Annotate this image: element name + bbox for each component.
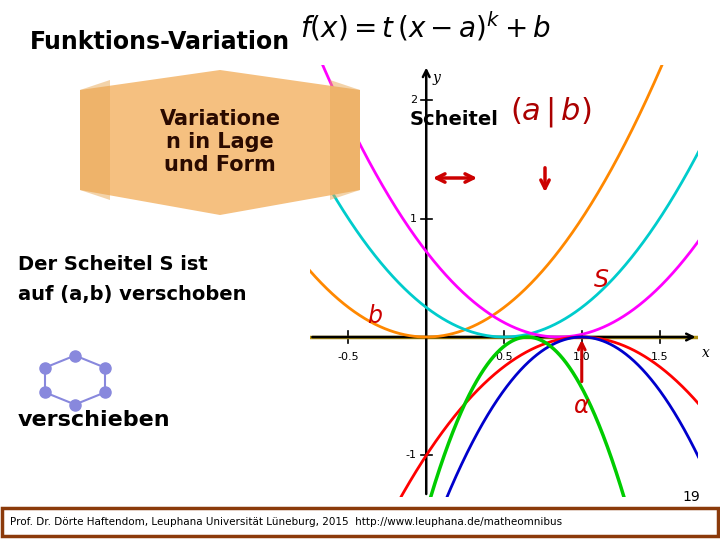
- Text: Der Scheitel S ist: Der Scheitel S ist: [18, 255, 208, 274]
- Text: $f(x)=t\,(x-a)^k+b$: $f(x)=t\,(x-a)^k+b$: [300, 10, 551, 44]
- Polygon shape: [80, 80, 110, 200]
- Text: $b$: $b$: [367, 303, 383, 328]
- Text: $\alpha$: $\alpha$: [573, 394, 590, 418]
- Text: 1.0: 1.0: [573, 353, 590, 362]
- Text: x: x: [701, 347, 709, 361]
- Text: 19: 19: [683, 490, 700, 504]
- Text: y: y: [433, 71, 441, 85]
- Text: $S$: $S$: [593, 268, 609, 292]
- Text: 2: 2: [410, 95, 417, 105]
- Text: $(a\,|\,b)$: $(a\,|\,b)$: [510, 95, 591, 129]
- Text: verschieben: verschieben: [18, 410, 171, 430]
- Text: -0.5: -0.5: [338, 353, 359, 362]
- Polygon shape: [330, 80, 360, 200]
- Text: Funktions-Variation: Funktions-Variation: [30, 30, 290, 54]
- Text: 0.5: 0.5: [495, 353, 513, 362]
- Text: -1: -1: [406, 450, 417, 461]
- Text: 1: 1: [410, 214, 417, 224]
- FancyBboxPatch shape: [2, 508, 718, 536]
- Text: 1.5: 1.5: [651, 353, 668, 362]
- Text: auf (a,b) verschoben: auf (a,b) verschoben: [18, 285, 246, 304]
- Polygon shape: [80, 70, 360, 215]
- Text: Variatione
n in Lage
und Form: Variatione n in Lage und Form: [159, 109, 281, 175]
- Text: Scheitel: Scheitel: [410, 110, 499, 129]
- Text: Prof. Dr. Dörte Haftendom, Leuphana Universität Lüneburg, 2015  http://www.leuph: Prof. Dr. Dörte Haftendom, Leuphana Univ…: [10, 517, 562, 527]
